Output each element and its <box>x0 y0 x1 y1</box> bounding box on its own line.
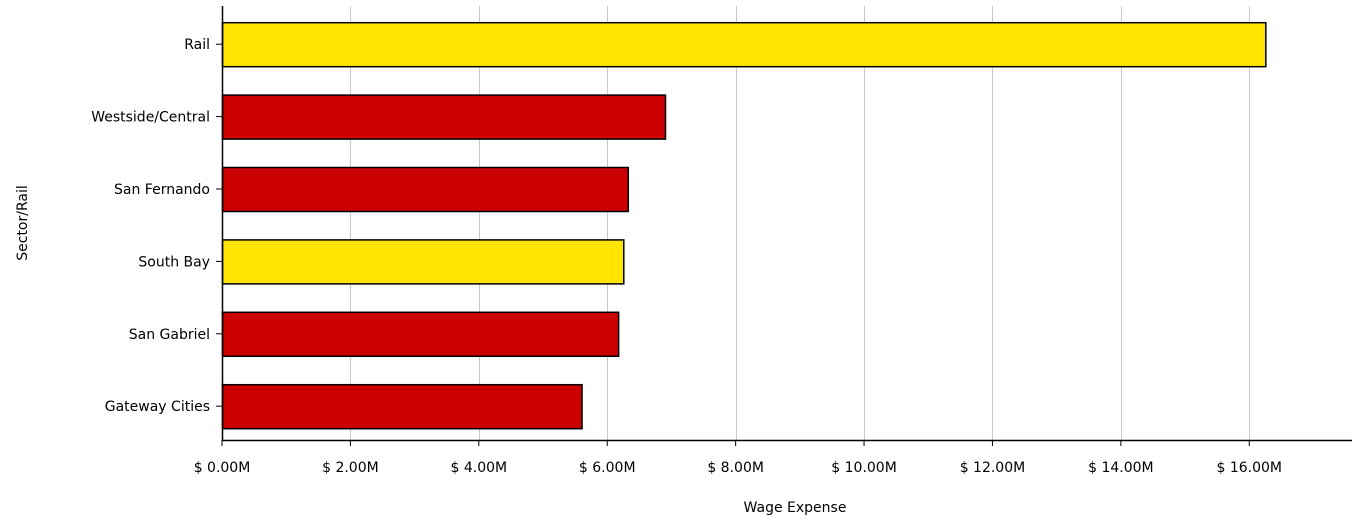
x-tick-label: $ 6.00M <box>579 460 636 476</box>
x-tick-labels: $ 0.00M $ 2.00M $ 4.00M $ 6.00M $ 8.00M $ 10.… <box>194 440 1282 476</box>
x-tick-label: $ 14.00M <box>1088 460 1154 476</box>
x-tick-label: $ 4.00M <box>451 460 508 476</box>
bar <box>221 383 583 430</box>
y-tick-label: Rail <box>184 37 210 53</box>
bars <box>221 21 1267 430</box>
bar <box>221 21 1267 68</box>
x-tick-label: $ 16.00M <box>1217 460 1283 476</box>
grid-lines <box>350 6 1250 440</box>
x-tick-label: $ 2.00M <box>322 460 379 476</box>
x-tick-label: $ 0.00M <box>194 460 251 476</box>
y-tick-labels: Rail Westside/Central San Fernando South Ba… <box>91 37 222 415</box>
y-axis-title: Sector/Rail <box>15 185 31 261</box>
x-axis-title: Wage Expense <box>744 500 847 516</box>
y-tick-label: San Gabriel <box>129 327 210 343</box>
bar <box>221 311 620 358</box>
bar <box>221 94 667 140</box>
y-tick-label: San Fernando <box>114 182 210 198</box>
bar <box>221 239 625 285</box>
x-tick-label: $ 8.00M <box>707 460 764 476</box>
bar <box>221 166 630 213</box>
x-tick-label: $ 12.00M <box>960 460 1026 476</box>
axes <box>221 6 1352 442</box>
y-tick-label: South Bay <box>138 254 210 270</box>
x-tick-label: $ 10.00M <box>831 460 897 476</box>
y-tick-label: Westside/Central <box>91 110 210 126</box>
y-tick-label: Gateway Cities <box>105 399 210 415</box>
